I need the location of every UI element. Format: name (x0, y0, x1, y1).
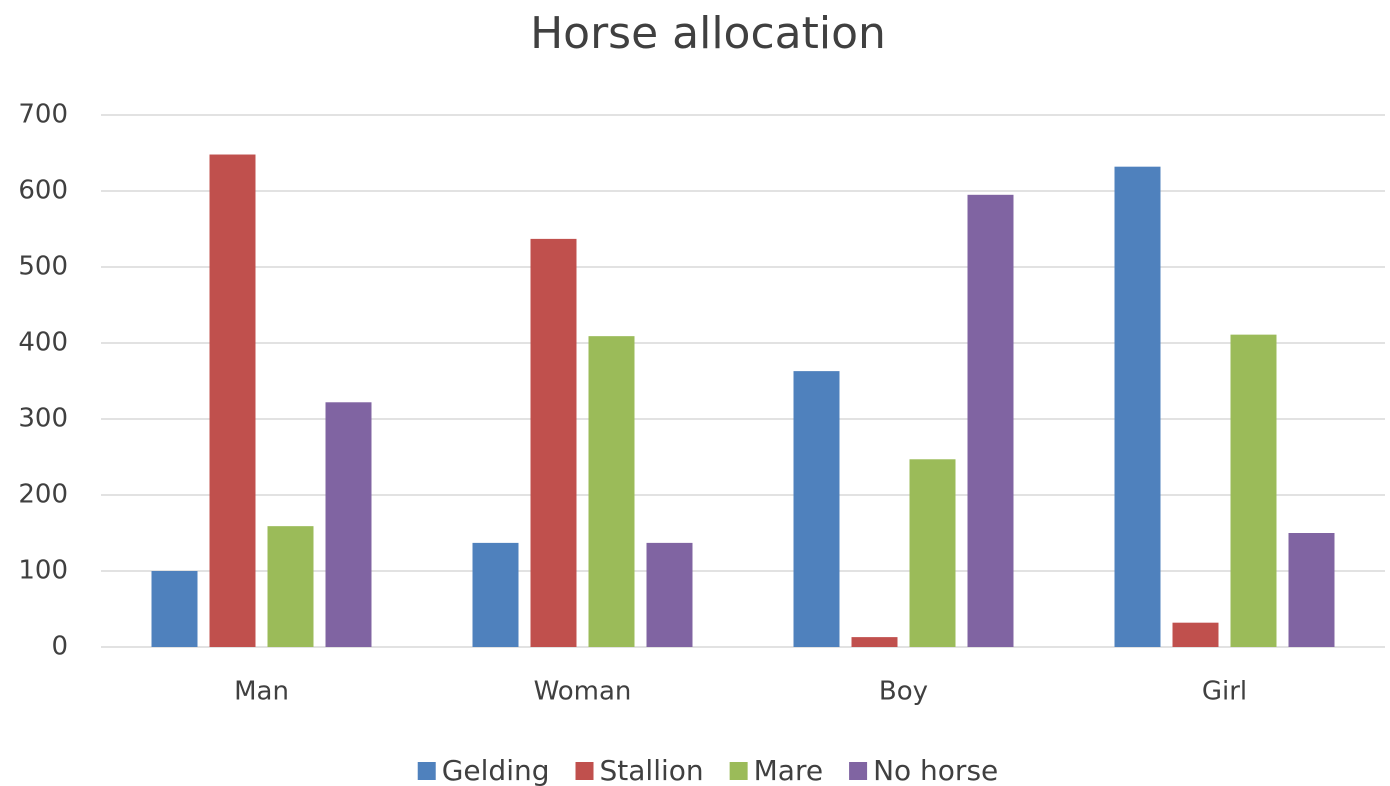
y-tick-label: 0 (51, 632, 68, 662)
x-tick-label: Girl (1202, 677, 1247, 707)
legend-swatch (729, 762, 748, 780)
legend-swatch (417, 762, 436, 780)
y-tick-label: 700 (18, 100, 68, 130)
bar (793, 371, 840, 647)
legend-label: Gelding (442, 754, 550, 786)
y-tick-label: 300 (18, 404, 68, 434)
bar (472, 542, 519, 647)
legend-label: No horse (873, 754, 998, 786)
legend-swatch (849, 762, 868, 780)
bar (530, 238, 577, 647)
y-tick-label: 600 (18, 176, 68, 206)
y-tick-label: 100 (18, 556, 68, 586)
bar (1114, 166, 1161, 647)
bar (1172, 622, 1219, 647)
legend-label: Stallion (600, 754, 704, 786)
bar (151, 571, 198, 647)
x-tick-label: Woman (534, 677, 632, 707)
bar (1230, 334, 1277, 647)
bar (209, 154, 256, 647)
y-tick-label: 500 (18, 252, 68, 282)
legend-label: Mare (754, 754, 823, 786)
bar (325, 402, 372, 647)
bar (646, 542, 693, 647)
legend-swatch (575, 762, 594, 780)
x-tick-label: Boy (879, 677, 928, 707)
chart-title: Horse allocation (530, 8, 886, 59)
y-tick-label: 200 (18, 480, 68, 510)
bar (967, 194, 1014, 648)
bar (588, 336, 635, 647)
x-tick-label: Man (234, 677, 289, 707)
bar (1288, 533, 1335, 647)
bar (851, 637, 898, 647)
y-tick-label: 400 (18, 328, 68, 358)
bar (909, 459, 956, 647)
bar (267, 526, 314, 647)
